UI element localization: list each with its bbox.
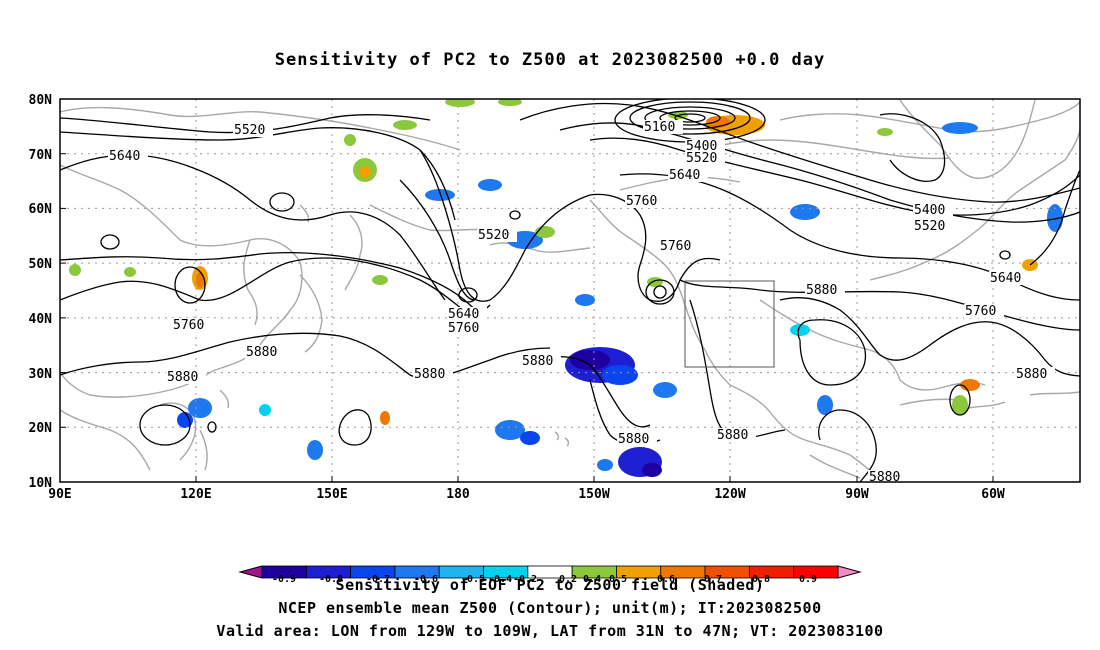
contour-label: 5880	[246, 345, 277, 360]
contour-label: 5880	[869, 470, 900, 485]
contour-label: 5760	[626, 194, 657, 209]
colorbar	[238, 565, 862, 579]
contour-label: 5640	[109, 149, 140, 164]
lon-label: 150E	[316, 487, 347, 502]
lon-label: 180	[446, 487, 470, 502]
lon-label: 60W	[981, 487, 1005, 502]
contour-label: 5880	[522, 354, 553, 369]
contour-label: 5400	[686, 139, 717, 154]
contour-label: 5520	[914, 219, 945, 234]
height-contours	[60, 99, 1080, 482]
contour-label: 5640	[669, 168, 700, 183]
contour-label: 5640	[448, 307, 479, 322]
colorbar-tick: -0.9	[271, 574, 297, 585]
lat-label: 30N	[29, 367, 53, 382]
contour-label: 5760	[660, 239, 691, 254]
lat-label: 50N	[29, 257, 53, 272]
longitude-labels: 90E 120E 150E 180 150W 120W 90W 60W	[48, 487, 1005, 502]
contour-label: 5880	[717, 428, 748, 443]
map-plot-area: 5520 5640 5160 5400 5520 5640 5760 5520 …	[60, 99, 1080, 485]
lon-label: 120E	[180, 487, 211, 502]
colorbar-tick: 0.8	[751, 574, 771, 585]
contour-label: 5880	[1016, 367, 1047, 382]
contour-label: 5880	[167, 370, 198, 385]
contour-label: 5400	[914, 203, 945, 218]
lat-label: 80N	[29, 93, 53, 108]
valid-area-box	[684, 280, 775, 368]
contour-label: 5760	[173, 318, 204, 333]
shaded-sensitivity	[69, 99, 1063, 477]
colorbar-tick: 0.9	[798, 574, 818, 585]
colorbar-tick: -0.6	[413, 574, 439, 585]
contour-label: 5520	[686, 151, 717, 166]
contour-label: 5640	[990, 271, 1021, 286]
colorbar-tick-labels: -0.9 -0.8 -0.7 -0.6 -0.5 -0.4 -0.2 0.2 0…	[240, 574, 860, 590]
colorbar-tick: -0.4	[487, 574, 513, 585]
contour-label: 5520	[478, 228, 509, 243]
lat-label: 70N	[29, 148, 53, 163]
colorbar-tick: -0.8	[318, 574, 344, 585]
lat-label: 20N	[29, 421, 53, 436]
contour-label: 5760	[965, 304, 996, 319]
contour-label: 5760	[448, 321, 479, 336]
colorbar-tick: -0.5	[460, 574, 486, 585]
colorbar-tick: 0.4	[582, 574, 602, 585]
lon-label: 150W	[578, 487, 609, 502]
contour-label: 5520	[234, 123, 265, 138]
colorbar-tick: 0.7	[703, 574, 723, 585]
lon-label: 120W	[714, 487, 745, 502]
colorbar-right-arrow	[837, 565, 862, 579]
caption-contour: NCEP ensemble mean Z500 (Contour); unit(…	[278, 599, 822, 617]
axis-ticks	[60, 98, 994, 482]
lat-label: 10N	[29, 476, 53, 491]
grid-lines	[60, 99, 1080, 482]
lon-label: 90E	[48, 487, 71, 502]
colorbar-tick: 0.2	[558, 574, 578, 585]
contour-label: 5880	[618, 432, 649, 447]
colorbar-tick: 0.6	[656, 574, 676, 585]
contour-label-group: 5520 5640 5160 5400 5520 5640 5760 5520 …	[108, 120, 1055, 485]
contour-label: 5880	[806, 283, 837, 298]
map-title: Sensitivity of PC2 to Z500 at 2023082500…	[274, 50, 826, 70]
coastlines	[60, 99, 1080, 481]
colorbar-tick: 0.5	[608, 574, 628, 585]
colorbar-tick: -0.7	[365, 574, 391, 585]
lat-label: 40N	[29, 312, 53, 327]
contour-label: 5160	[644, 120, 675, 135]
colorbar-tick: -0.2	[512, 574, 538, 585]
lat-label: 60N	[29, 202, 53, 217]
lon-label: 90W	[845, 487, 869, 502]
map-frame	[59, 98, 1081, 483]
caption-valid-area: Valid area: LON from 129W to 109W, LAT f…	[216, 622, 884, 640]
contour-label: 5880	[414, 367, 445, 382]
latitude-labels: 80N 70N 60N 50N 40N 30N 20N 10N	[29, 93, 53, 491]
caption-shaded: Sensitivity of EOF PC2 to Z500 field (Sh…	[335, 576, 765, 594]
